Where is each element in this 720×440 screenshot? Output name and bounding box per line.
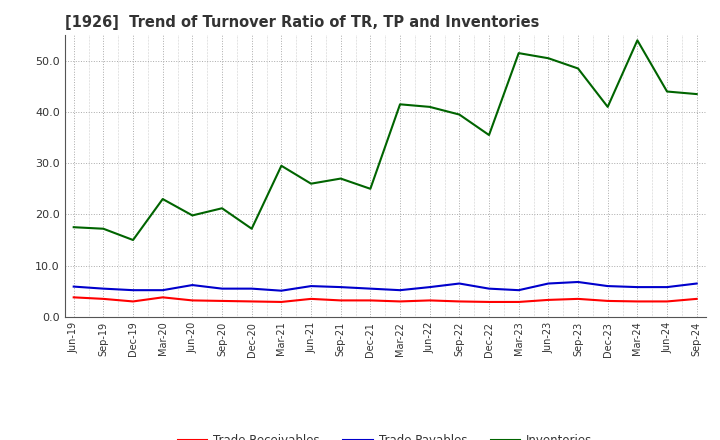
- Trade Receivables: [366, 298, 374, 303]
- Trade Payables: [603, 283, 612, 289]
- Trade Receivables: [485, 299, 493, 304]
- Trade Receivables: [248, 299, 256, 304]
- Line: Trade Payables: Trade Payables: [73, 282, 697, 291]
- Trade Payables: [336, 285, 345, 290]
- Trade Receivables: [603, 298, 612, 304]
- Inventories: [69, 224, 78, 230]
- Trade Receivables: [514, 299, 523, 304]
- Inventories: [158, 196, 167, 202]
- Trade Receivables: [426, 298, 434, 303]
- Trade Payables: [485, 286, 493, 291]
- Inventories: [693, 92, 701, 97]
- Trade Receivables: [336, 298, 345, 303]
- Inventories: [307, 181, 315, 186]
- Inventories: [662, 89, 671, 94]
- Inventories: [217, 205, 226, 211]
- Trade Receivables: [396, 299, 405, 304]
- Inventories: [99, 226, 108, 231]
- Trade Payables: [217, 286, 226, 291]
- Trade Receivables: [158, 295, 167, 300]
- Trade Receivables: [693, 296, 701, 301]
- Trade Payables: [662, 285, 671, 290]
- Inventories: [485, 132, 493, 138]
- Trade Payables: [693, 281, 701, 286]
- Legend: Trade Receivables, Trade Payables, Inventories: Trade Receivables, Trade Payables, Inven…: [173, 430, 598, 440]
- Trade Payables: [366, 286, 374, 291]
- Trade Receivables: [307, 296, 315, 301]
- Trade Payables: [129, 287, 138, 293]
- Trade Receivables: [662, 299, 671, 304]
- Inventories: [366, 186, 374, 191]
- Trade Receivables: [277, 299, 286, 304]
- Trade Receivables: [99, 296, 108, 301]
- Inventories: [188, 213, 197, 218]
- Inventories: [336, 176, 345, 181]
- Trade Receivables: [217, 298, 226, 304]
- Trade Payables: [426, 285, 434, 290]
- Text: [1926]  Trend of Turnover Ratio of TR, TP and Inventories: [1926] Trend of Turnover Ratio of TR, TP…: [65, 15, 539, 30]
- Inventories: [455, 112, 464, 117]
- Inventories: [574, 66, 582, 71]
- Trade Payables: [574, 279, 582, 285]
- Trade Payables: [396, 287, 405, 293]
- Trade Payables: [248, 286, 256, 291]
- Inventories: [514, 51, 523, 56]
- Trade Payables: [99, 286, 108, 291]
- Trade Payables: [544, 281, 553, 286]
- Trade Payables: [188, 282, 197, 288]
- Trade Payables: [633, 285, 642, 290]
- Trade Payables: [69, 284, 78, 289]
- Inventories: [544, 55, 553, 61]
- Line: Inventories: Inventories: [73, 40, 697, 240]
- Trade Payables: [277, 288, 286, 293]
- Inventories: [396, 102, 405, 107]
- Trade Payables: [455, 281, 464, 286]
- Inventories: [129, 237, 138, 242]
- Inventories: [426, 104, 434, 110]
- Inventories: [633, 38, 642, 43]
- Trade Receivables: [544, 297, 553, 303]
- Line: Trade Receivables: Trade Receivables: [73, 297, 697, 302]
- Inventories: [248, 226, 256, 231]
- Inventories: [277, 163, 286, 169]
- Trade Payables: [158, 287, 167, 293]
- Trade Receivables: [188, 298, 197, 303]
- Trade Receivables: [69, 295, 78, 300]
- Trade Payables: [514, 287, 523, 293]
- Trade Receivables: [633, 299, 642, 304]
- Trade Receivables: [455, 299, 464, 304]
- Trade Payables: [307, 283, 315, 289]
- Trade Receivables: [574, 296, 582, 301]
- Inventories: [603, 104, 612, 110]
- Trade Receivables: [129, 299, 138, 304]
